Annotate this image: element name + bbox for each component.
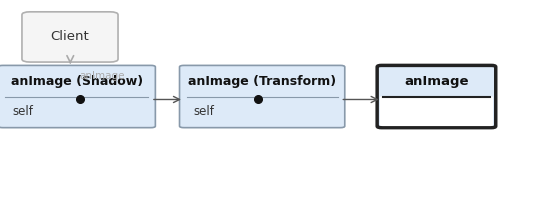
Text: anImage: anImage xyxy=(404,75,469,88)
FancyBboxPatch shape xyxy=(380,96,493,126)
Text: anImage (Transform): anImage (Transform) xyxy=(188,75,336,88)
FancyBboxPatch shape xyxy=(377,65,496,128)
FancyBboxPatch shape xyxy=(0,65,155,128)
Text: self: self xyxy=(13,105,33,118)
Text: Client: Client xyxy=(51,31,89,43)
FancyBboxPatch shape xyxy=(22,12,118,62)
Text: anImage (Shadow): anImage (Shadow) xyxy=(11,75,143,88)
Text: self: self xyxy=(194,105,215,118)
Text: anImage: anImage xyxy=(80,71,125,81)
FancyBboxPatch shape xyxy=(180,65,345,128)
